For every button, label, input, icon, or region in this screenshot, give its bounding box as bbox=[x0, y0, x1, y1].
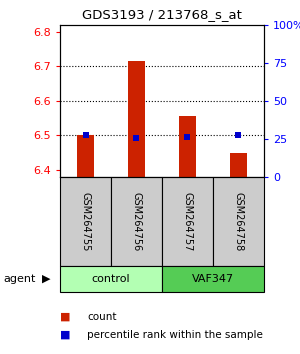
Text: ■: ■ bbox=[60, 312, 70, 322]
Bar bbox=[162, 266, 264, 292]
Bar bbox=[128, 61, 146, 177]
Text: GSM264755: GSM264755 bbox=[80, 192, 91, 251]
Text: VAF347: VAF347 bbox=[192, 274, 234, 284]
Title: GDS3193 / 213768_s_at: GDS3193 / 213768_s_at bbox=[82, 8, 242, 21]
Bar bbox=[76, 136, 94, 177]
Bar bbox=[60, 266, 162, 292]
Text: GSM264757: GSM264757 bbox=[182, 192, 193, 251]
Text: control: control bbox=[92, 274, 130, 284]
Text: percentile rank within the sample: percentile rank within the sample bbox=[87, 330, 263, 339]
Text: ▶: ▶ bbox=[42, 274, 51, 284]
Bar bbox=[60, 177, 111, 266]
Bar bbox=[178, 116, 196, 177]
Bar bbox=[230, 153, 247, 177]
Text: agent: agent bbox=[3, 274, 35, 284]
Bar bbox=[213, 177, 264, 266]
Bar bbox=[111, 177, 162, 266]
Bar bbox=[162, 177, 213, 266]
Text: GSM264756: GSM264756 bbox=[131, 192, 142, 251]
Text: ■: ■ bbox=[60, 330, 70, 339]
Text: count: count bbox=[87, 312, 116, 322]
Text: GSM264758: GSM264758 bbox=[233, 192, 244, 251]
